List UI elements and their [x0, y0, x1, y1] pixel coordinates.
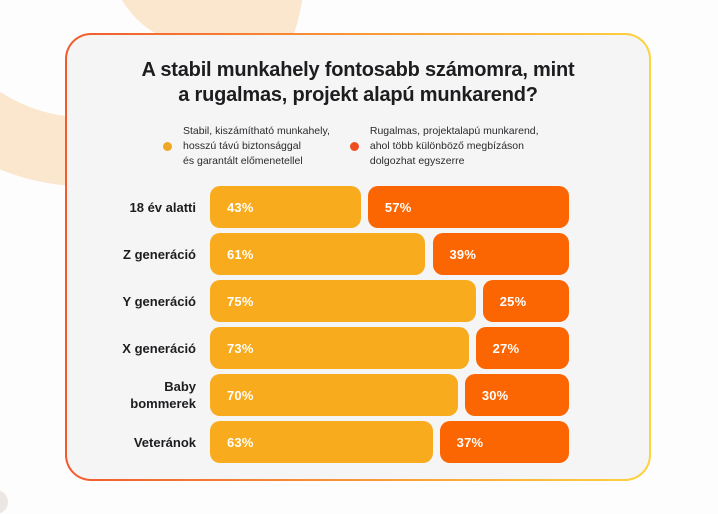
- legend-label-flexible: Rugalmas, projektalapú munkarend, ahol t…: [370, 124, 539, 169]
- bar-value: 43%: [227, 199, 254, 215]
- row-label: Y generáció: [122, 293, 196, 309]
- bar-value: 75%: [227, 293, 254, 309]
- bar-track: 73% 27%: [210, 327, 569, 369]
- decorative-sliver-icon: [0, 490, 8, 514]
- bar-value: 63%: [227, 434, 254, 450]
- chart-row: Y generáció 75% 25%: [104, 280, 649, 322]
- chart-row: Z generáció 61% 39%: [104, 233, 649, 275]
- bar-flexible: 39%: [432, 233, 569, 275]
- bar-track: 75% 25%: [210, 280, 569, 322]
- legend-flexible-line3: dolgozhat egyszerre: [369, 155, 465, 167]
- legend-item-stable: Stabil, kiszámítható munkahely, hosszú t…: [163, 124, 330, 169]
- row-label: Z generáció: [123, 246, 196, 262]
- legend-dot-flexible-icon: [349, 142, 359, 151]
- bar-track: 61% 39%: [210, 233, 569, 275]
- row-label: Baby bommerek: [130, 379, 196, 411]
- bar-track: 43% 57%: [210, 186, 569, 228]
- chart-title-line1: A stabil munkahely fontosabb számomra, m…: [141, 59, 575, 81]
- legend-dot-stable-icon: [163, 142, 172, 151]
- bar-flexible: 57%: [367, 186, 569, 228]
- bar-value: 57%: [384, 199, 412, 215]
- bar-value: 39%: [449, 246, 477, 262]
- legend-flexible-line1: Rugalmas, projektalapú munkarend,: [369, 125, 539, 137]
- chart-card: A stabil munkahely fontosabb számomra, m…: [65, 33, 651, 481]
- bar-value: 25%: [499, 293, 527, 309]
- bar-value: 73%: [227, 340, 254, 356]
- bar-value: 61%: [227, 246, 254, 262]
- row-label: X generáció: [122, 340, 196, 356]
- bar-track: 63% 37%: [210, 421, 569, 463]
- legend: Stabil, kiszámítható munkahely, hosszú t…: [67, 124, 649, 169]
- chart-title: A stabil munkahely fontosabb számomra, m…: [67, 58, 649, 108]
- legend-item-flexible: Rugalmas, projektalapú munkarend, ahol t…: [349, 124, 539, 169]
- row-label: Veteránok: [133, 434, 196, 450]
- bar-flexible: 30%: [464, 374, 569, 416]
- bar-track: 70% 30%: [210, 374, 569, 416]
- bar-value: 30%: [481, 387, 509, 403]
- chart-title-line2: a rugalmas, projekt alapú munkarend?: [178, 84, 538, 106]
- bar-value: 37%: [456, 434, 484, 450]
- legend-stable-line3: és garantált előmenetellel: [183, 155, 303, 167]
- chart-row: Veteránok 63% 37%: [104, 421, 649, 463]
- bar-value: 27%: [492, 340, 520, 356]
- chart-row: 18 év alatti 43% 57%: [104, 186, 649, 228]
- chart-rows: 18 év alatti 43% 57% Z generáció 61% 39%…: [67, 186, 649, 463]
- legend-label-stable: Stabil, kiszámítható munkahely, hosszú t…: [183, 124, 330, 169]
- bar-flexible: 27%: [475, 327, 569, 369]
- chart-row: Baby bommerek 70% 30%: [104, 374, 649, 416]
- bar-stable: 43%: [210, 186, 361, 228]
- bar-flexible: 25%: [482, 280, 569, 322]
- bar-stable: 70%: [210, 374, 458, 416]
- legend-stable-line1: Stabil, kiszámítható munkahely,: [183, 125, 330, 137]
- bar-stable: 63%: [210, 421, 433, 463]
- legend-flexible-line2: ahol több különböző megbízáson: [369, 140, 524, 152]
- chart-card-inner: A stabil munkahely fontosabb számomra, m…: [67, 35, 649, 479]
- bar-flexible: 37%: [439, 421, 569, 463]
- legend-stable-line2: hosszú távú biztonsággal: [183, 140, 301, 152]
- row-label: 18 év alatti: [129, 199, 197, 215]
- bar-stable: 75%: [210, 280, 476, 322]
- bar-stable: 73%: [210, 327, 469, 369]
- bar-stable: 61%: [210, 233, 426, 275]
- chart-row: X generáció 73% 27%: [104, 327, 649, 369]
- bar-value: 70%: [227, 387, 254, 403]
